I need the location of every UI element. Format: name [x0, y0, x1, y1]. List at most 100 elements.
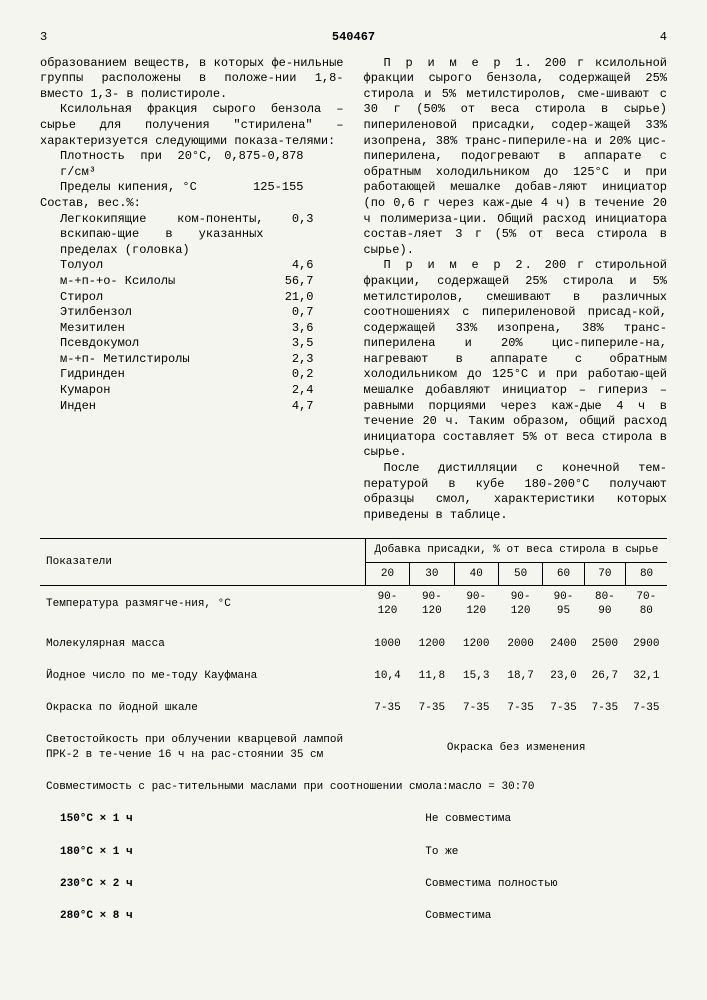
composition-label: Легкокипящие ком-поненты, вскипаю-щие в … — [60, 212, 264, 259]
table-row-compat-header: Совместимость с рас-тительными маслами п… — [40, 776, 667, 798]
density-label: Плотность при 20°C, г/см³ — [60, 149, 214, 180]
body-columns: образованием веществ, в которых фе-нильн… — [40, 56, 667, 524]
composition-label: Псевдокумол — [60, 336, 264, 352]
example-1-text: 200 г ксилольной фракции сырого бензола,… — [364, 56, 668, 257]
composition-label: Толуол — [60, 258, 264, 274]
example-2-label: П р и м е р 2. — [384, 258, 534, 272]
composition-row: Легкокипящие ком-поненты, вскипаю-щие в … — [60, 212, 344, 259]
table-col-header: 70 — [584, 562, 625, 585]
composition-value: 0,7 — [264, 305, 344, 321]
table-cell: 70-80 — [626, 586, 667, 623]
composition-label: Гидринден — [60, 367, 264, 383]
table-row-compat: 180°C × 1 чТо же — [40, 841, 667, 863]
table-row-label: Окраска по йодной шкале — [40, 697, 365, 719]
table-cell: 7-35 — [543, 697, 584, 719]
doc-id: 540467 — [332, 30, 375, 46]
boiling-label: Пределы кипения, °C — [60, 180, 214, 196]
composition-label: Инден — [60, 399, 264, 415]
table-cell: 26,7 — [584, 665, 625, 687]
composition-value: 2,3 — [264, 352, 344, 368]
table-row: Температура размягче-ния, °C90-12090-120… — [40, 586, 667, 623]
example-1-label: П р и м е р 1. — [384, 56, 534, 70]
table-cell: 90-120 — [498, 586, 542, 623]
composition-value: 0,2 — [264, 367, 344, 383]
table-header-param: Показатели — [40, 539, 365, 586]
table-cell: 7-35 — [454, 697, 498, 719]
example-2-text: 200 г стирольной фракции, содержащей 25%… — [364, 258, 668, 459]
composition-label: Этилбензол — [60, 305, 264, 321]
page-left: 3 — [40, 30, 47, 46]
table-row-label: Молекулярная масса — [40, 633, 365, 655]
table-cell: 2900 — [626, 633, 667, 655]
table-cell: 90-120 — [454, 586, 498, 623]
table-cell: 1200 — [410, 633, 454, 655]
composition-value: 56,7 — [264, 274, 344, 290]
table-cell: 15,3 — [454, 665, 498, 687]
compat-condition: 150°C × 1 ч — [40, 808, 365, 830]
para-xylene-fraction: Ксилольная фракция сырого бензола – сырь… — [40, 102, 344, 149]
composition-value: 0,3 — [264, 212, 344, 259]
composition-value: 4,7 — [264, 399, 344, 415]
composition-label: м-+п- Метилстиролы — [60, 352, 264, 368]
table-col-header: 60 — [543, 562, 584, 585]
compat-result: Совместима полностью — [365, 873, 667, 895]
table-cell: 7-35 — [584, 697, 625, 719]
table-cell: 90-120 — [365, 586, 409, 623]
para-distillation: После дистилляции с конечной тем-ператур… — [364, 461, 668, 523]
composition-row: Толуол4,6 — [60, 258, 344, 274]
compat-header-label: Совместимость с рас-тительными маслами п… — [40, 776, 667, 798]
table-row: Йодное число по ме-тоду Кауфмана10,411,8… — [40, 665, 667, 687]
composition-row: Мезитилен3,6 — [60, 321, 344, 337]
composition-row: Гидринден0,2 — [60, 367, 344, 383]
composition-value: 4,6 — [264, 258, 344, 274]
table-row-compat: 280°C × 8 чСовместима — [40, 905, 667, 927]
table-cell: 11,8 — [410, 665, 454, 687]
para-formation: образованием веществ, в которых фе-нильн… — [40, 56, 344, 103]
compat-result: То же — [365, 841, 667, 863]
table-cell: 7-35 — [410, 697, 454, 719]
composition-row: Кумарон2,4 — [60, 383, 344, 399]
composition-label: Мезитилен — [60, 321, 264, 337]
table-cell: 7-35 — [365, 697, 409, 719]
example-2: П р и м е р 2. 200 г стирольной фракции,… — [364, 258, 668, 461]
composition-row: Инден4,7 — [60, 399, 344, 415]
composition-row: Этилбензол0,7 — [60, 305, 344, 321]
table-cell: 2500 — [584, 633, 625, 655]
table-row-compat: 230°C × 2 чСовместима полностью — [40, 873, 667, 895]
example-1: П р и м е р 1. 200 г ксилольной фракции … — [364, 56, 668, 259]
density-value: 0,875-0,878 — [214, 149, 344, 180]
table-cell: 80-90 — [584, 586, 625, 623]
table-row-compat: 150°C × 1 чНе совместима — [40, 808, 667, 830]
table-cell: 18,7 — [498, 665, 542, 687]
left-column: образованием веществ, в которых фе-нильн… — [40, 56, 344, 524]
composition-value: 3,6 — [264, 321, 344, 337]
composition-value: 21,0 — [264, 290, 344, 306]
composition-row: м-+п-+о- Ксилолы56,7 — [60, 274, 344, 290]
table-cell: 7-35 — [498, 697, 542, 719]
composition-label: Кумарон — [60, 383, 264, 399]
composition-label: Стирол — [60, 290, 264, 306]
compat-result: Совместима — [365, 905, 667, 927]
table-row-label: Йодное число по ме-тоду Кауфмана — [40, 665, 365, 687]
table-cell: 7-35 — [626, 697, 667, 719]
results-table: Показатели Добавка присадки, % от веса с… — [40, 538, 667, 937]
table-cell: 90-120 — [410, 586, 454, 623]
compat-condition: 180°C × 1 ч — [40, 841, 365, 863]
table-col-header: 30 — [410, 562, 454, 585]
composition-row: Стирол21,0 — [60, 290, 344, 306]
compat-result: Не совместима — [365, 808, 667, 830]
table-row-label: Температура размягче-ния, °C — [40, 586, 365, 623]
compat-condition: 280°C × 8 ч — [40, 905, 365, 927]
parameters-block: Плотность при 20°C, г/см³ 0,875-0,878 Пр… — [60, 149, 344, 196]
boiling-value: 125-155 — [214, 180, 344, 196]
table-cell: 10,4 — [365, 665, 409, 687]
table-cell: 2000 — [498, 633, 542, 655]
table-row: Молекулярная масса1000120012002000240025… — [40, 633, 667, 655]
composition-list: Легкокипящие ком-поненты, вскипаю-щие в … — [60, 212, 344, 415]
page-number-row: 3 540467 4 — [40, 30, 667, 46]
composition-value: 3,5 — [264, 336, 344, 352]
composition-label: м-+п-+о- Ксилолы — [60, 274, 264, 290]
lightfast-label: Светостойкость при облучении кварцевой л… — [40, 729, 365, 766]
table-col-header: 80 — [626, 562, 667, 585]
table-cell: 23,0 — [543, 665, 584, 687]
